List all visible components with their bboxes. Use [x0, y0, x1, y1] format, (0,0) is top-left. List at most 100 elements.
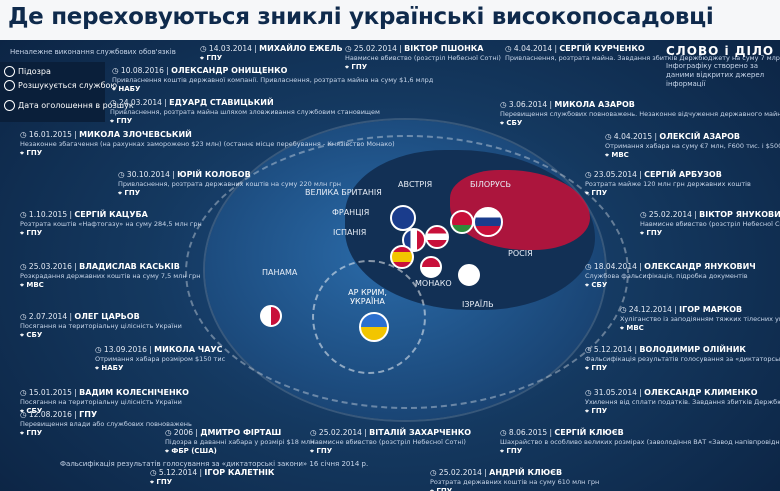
- person-name: ◷ 2006 | ДМИТРО ФІРТАШ: [165, 428, 282, 437]
- person-date: ◷ 3.06.2014 |: [500, 100, 555, 109]
- agency-badge: ⌖ ГПУ: [585, 364, 608, 372]
- person-name: ◷ 5.12.2014 | ВОЛОДИМИР ОЛІЙНИК: [585, 345, 746, 354]
- person-name: ◷ 8.06.2015 | СЕРГІЙ КЛЮЄВ: [500, 428, 624, 437]
- person-description: Перевищення влади або службових повноваж…: [20, 420, 192, 428]
- agency-badge: ⌖ ГПУ: [585, 189, 608, 197]
- person-name: ◷ 24.12.2014 | ІГОР МАРКОВ: [620, 305, 743, 314]
- flag-spain: [390, 245, 414, 269]
- crosshair-icon: [4, 80, 15, 91]
- person-description: Навмисне вбивство (розстріл Небесної Сот…: [640, 220, 780, 228]
- crimea-ring: [312, 260, 426, 374]
- person-name: ◷ 3.06.2014 | МИКОЛА АЗАРОВ: [500, 100, 635, 109]
- agency-badge: ⌖ ГПУ: [200, 54, 223, 62]
- person-description: Навмисне вбивство (розстріл Небесної Сот…: [310, 438, 466, 446]
- person-name: ◷ 25.02.2014 | АНДРІЙ КЛЮЄВ: [430, 468, 563, 477]
- person-description: Привласнення, розтрата державних коштів …: [118, 180, 342, 188]
- person-date: ◷ 14.03.2014 |: [200, 44, 260, 53]
- label-monaco: МОНАКО: [415, 279, 452, 288]
- person-name: ◷ 25.03.2016 | ВЛАДИСЛАВ КАСЬКІВ: [20, 262, 180, 271]
- agency-badge: ⌖ НАБУ: [112, 85, 141, 93]
- flag-belarus: [450, 210, 474, 234]
- person-date: ◷ 4.04.2015 |: [605, 132, 660, 141]
- person-date: ◷ 8.06.2015 |: [500, 428, 555, 437]
- agency-badge: ⌖ СБУ: [500, 119, 523, 127]
- person-description: Отримання хабара на суму €7 млн, F600 ти…: [605, 142, 780, 150]
- person-date: ◷ 2006 |: [165, 428, 201, 437]
- agency-badge: ⌖ СБУ: [585, 281, 608, 289]
- person-description: Розтрата коштів «Нафтогазу» на суму 284,…: [20, 220, 202, 228]
- agency-badge: ⌖ СБУ: [20, 331, 43, 339]
- agency-badge: ⌖ СБУ: [20, 407, 43, 415]
- person-date: ◷ 23.05.2014 |: [585, 170, 645, 179]
- agency-badge: ⌖ ГПУ: [310, 447, 333, 455]
- person-description: Навмисне вбивство (розстріл Небесної Сот…: [345, 54, 501, 62]
- person-description: Службова фальсифікація, підробка докумен…: [585, 272, 748, 280]
- person-description: Хуліганство із заподіянням тяжких тілесн…: [620, 315, 780, 323]
- person-date: ◷ 24.12.2014 |: [620, 305, 680, 314]
- person-name: ◷ 16.01.2015 | МИКОЛА ЗЛОЧЕВСЬКИЙ: [20, 130, 192, 139]
- person-date: ◷ 15.01.2015 |: [20, 388, 80, 397]
- top-line: Неналежне виконання службових обов'язків: [10, 48, 176, 56]
- label-france: ФРАНЦІЯ: [332, 208, 370, 217]
- agency-badge: ⌖ ФБР (США): [165, 447, 217, 455]
- label-spain: ІСПАНІЯ: [333, 228, 367, 237]
- person-name: ◷ 31.05.2014 | ОЛЕКСАНДР КЛИМЕНКО: [585, 388, 758, 397]
- flag-israel: [458, 264, 480, 286]
- clock-icon: [4, 100, 15, 111]
- agency-badge: ⌖ ГПУ: [118, 189, 141, 197]
- legend-item-date: Дата оголошення в розшук: [4, 100, 134, 111]
- agency-badge: ⌖ ГПУ: [20, 429, 43, 437]
- person-description: Отримання хабара розміром $150 тис: [95, 355, 226, 363]
- bottom-left-note: Фальсифікація результатів голосування за…: [60, 460, 369, 468]
- person-description: Розкрадання державних коштів на суму 7,5…: [20, 272, 201, 280]
- person-description: Розтрата державних коштів на суму 610 мл…: [430, 478, 600, 486]
- agency-badge: ⌖ ГПУ: [20, 149, 43, 157]
- person-name: ◷ 30.10.2014 | ЮРІЙ КОЛОБОВ: [118, 170, 251, 179]
- person-name: ◷ 25.02.2014 | ВІКТОР ПШОНКА: [345, 44, 484, 53]
- flag-austria: [425, 225, 449, 249]
- person-date: ◷ 4.04.2014 |: [505, 44, 560, 53]
- person-date: ◷ 13.09.2016 |: [95, 345, 155, 354]
- label-uk: ВЕЛИКА БРИТАНІЯ: [305, 188, 382, 197]
- flag-monaco: [420, 256, 442, 278]
- label-russia: РОСІЯ: [508, 249, 533, 258]
- person-date: ◷ 25.03.2016 |: [20, 262, 80, 271]
- person-description: Шахрайство в особливо великих розмірах (…: [500, 438, 780, 446]
- person-description: Підозра в даванні хабара у розмірі $18 м…: [165, 438, 315, 446]
- person-date: ◷ 16.01.2015 |: [20, 130, 80, 139]
- agency-badge: ⌖ ГПУ: [345, 63, 368, 71]
- person-name: ◷ 25.02.2014 | ВІКТОР ЯНУКОВИЧ: [640, 210, 780, 219]
- agency-badge: ⌖ МВС: [620, 324, 644, 332]
- logo: СЛОВО і ДІЛО: [666, 44, 775, 58]
- title-bar: Де переховуються зниклі українські висок…: [0, 0, 780, 40]
- page-title: Де переховуються зниклі українські висок…: [8, 4, 714, 30]
- person-description: Перевищення службових повноважень. Незак…: [500, 110, 780, 118]
- person-name: ◷ 25.02.2014 | ВІТАЛІЙ ЗАХАРЧЕНКО: [310, 428, 472, 437]
- person-date: ◷ 12.08.2016 |: [20, 410, 80, 419]
- person-name: ◷ 4.04.2015 | ОЛЕКСІЙ АЗАРОВ: [605, 132, 741, 141]
- agency-badge: ⌖ ГПУ: [430, 487, 453, 491]
- person-name: ◷ 14.03.2014 | МИХАЙЛО ЕЖЕЛЬ: [200, 44, 343, 53]
- person-name: ◷ 1.10.2015 | СЕРГІЙ КАЦУБА: [20, 210, 148, 219]
- person-name: ◷ 15.01.2015 | ВАДИМ КОЛЕСНІЧЕНКО: [20, 388, 189, 397]
- person-description: Посягання на територіальну цілісність Ук…: [20, 322, 182, 330]
- person-date: ◷ 18.04.2014 |: [585, 262, 645, 271]
- agency-badge: ⌖ МВС: [20, 281, 44, 289]
- agency-badge: ⌖ ГПУ: [640, 229, 663, 237]
- agency-badge: ⌖ НАБУ: [95, 364, 124, 372]
- person-date: ◷ 24.03.2014 |: [110, 98, 170, 107]
- person-name: ◷ 10.08.2016 | ОЛЕКСАНДР ОНИЩЕНКО: [112, 66, 288, 75]
- person-date: ◷ 31.05.2014 |: [585, 388, 645, 397]
- agency-badge: ⌖ ГПУ: [500, 447, 523, 455]
- agency-badge: ⌖ ГПУ: [20, 229, 43, 237]
- person-date: ◷ 2.07.2014 |: [20, 312, 75, 321]
- legend: Підозра Розшукується службою Дата оголош…: [0, 62, 134, 122]
- person-date: ◷ 5.12.2014 |: [150, 468, 205, 477]
- person-description: Привласнення, розтрата майна шляхом злов…: [110, 108, 380, 116]
- label-israel: ІЗРАЇЛЬ: [462, 300, 494, 309]
- person-name: ◷ 12.08.2016 | ГПУ: [20, 410, 98, 419]
- label-belarus: БІЛОРУСЬ: [470, 180, 511, 189]
- person-name: ◷ 18.04.2014 | ОЛЕКСАНДР ЯНУКОВИЧ: [585, 262, 756, 271]
- flag-uk: [390, 205, 416, 231]
